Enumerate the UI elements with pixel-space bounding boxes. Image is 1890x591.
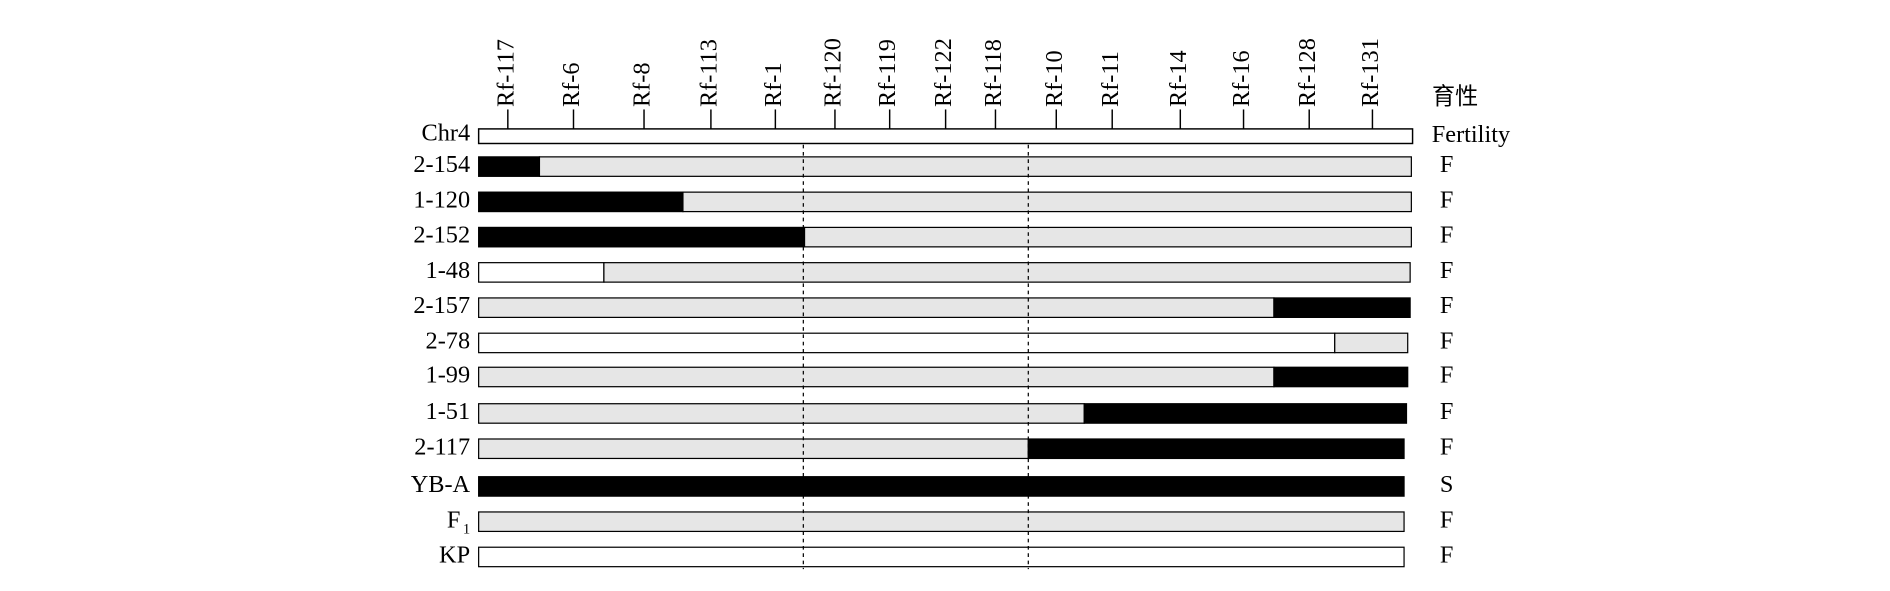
segment xyxy=(1273,366,1409,388)
marker-label: Rf-8 xyxy=(629,62,656,107)
row-label-sub: 1 xyxy=(463,522,470,538)
row-label: 1-99 xyxy=(426,362,471,389)
row-fertility: F xyxy=(1440,362,1454,389)
fertility-header-zh: 育性 xyxy=(1432,84,1478,110)
row-fertility: F xyxy=(1440,506,1454,533)
row-fertility: F xyxy=(1440,292,1454,319)
segment xyxy=(538,156,1412,177)
segment xyxy=(478,297,1275,318)
segment xyxy=(478,332,1336,354)
marker-label: Rf-119 xyxy=(874,39,901,107)
chromosome-label: Chr4 xyxy=(422,120,471,147)
segment xyxy=(478,546,1405,568)
marker-label: Rf-14 xyxy=(1165,50,1192,107)
row-fertility: F xyxy=(1440,222,1454,249)
fertility-header-en: Fertility xyxy=(1432,121,1511,148)
row-fertility: F xyxy=(1440,328,1454,355)
marker-label: Rf-118 xyxy=(980,39,1007,107)
segment xyxy=(478,438,1029,460)
marker-label: Rf-6 xyxy=(558,62,585,107)
row-label: 2-154 xyxy=(413,151,470,178)
segment xyxy=(1273,297,1411,318)
row-label: 2-152 xyxy=(413,222,470,249)
marker-label: Rf-11 xyxy=(1097,51,1124,107)
segment xyxy=(1083,403,1408,424)
row-fertility: F xyxy=(1440,542,1454,569)
segment xyxy=(478,262,605,283)
marker-label: Rf-131 xyxy=(1357,38,1384,107)
marker-label: Rf-1 xyxy=(760,62,787,107)
marker-label: Rf-10 xyxy=(1041,50,1068,107)
marker-label: Rf-117 xyxy=(492,39,519,107)
marker-label: Rf-16 xyxy=(1228,50,1255,107)
rows xyxy=(478,156,1412,568)
row-label: 2-157 xyxy=(413,292,470,319)
segment xyxy=(478,511,1405,533)
segment xyxy=(1334,332,1409,354)
row-label: F xyxy=(447,506,461,533)
segment xyxy=(478,156,541,177)
marker-label: Rf-122 xyxy=(930,38,957,107)
row-label: 1-120 xyxy=(413,186,470,213)
row-label: YB-A xyxy=(411,471,471,498)
row-fertility: F xyxy=(1440,151,1454,178)
row-fertility: F xyxy=(1440,398,1454,425)
segment xyxy=(478,191,684,213)
marker-label: Rf-120 xyxy=(820,38,847,107)
segment xyxy=(478,403,1085,424)
segment xyxy=(682,191,1412,213)
row-fertility: S xyxy=(1440,471,1454,498)
row-label: 2-78 xyxy=(426,328,471,355)
row-label: KP xyxy=(439,542,470,569)
segment xyxy=(1027,438,1405,460)
row-label: 2-117 xyxy=(414,433,470,460)
segment xyxy=(603,262,1411,283)
row-label: 1-51 xyxy=(426,398,471,425)
row-fertility: F xyxy=(1440,257,1454,284)
segment xyxy=(478,366,1275,388)
row-label: 1-48 xyxy=(426,257,471,284)
segment xyxy=(478,476,1405,497)
chromosome-bar xyxy=(477,128,1414,145)
segment xyxy=(478,226,806,248)
marker-label: Rf-113 xyxy=(695,39,722,107)
row-fertility: F xyxy=(1440,186,1454,213)
segment xyxy=(803,226,1412,248)
marker-label: Rf-128 xyxy=(1294,38,1321,107)
row-fertility: F xyxy=(1440,433,1454,460)
